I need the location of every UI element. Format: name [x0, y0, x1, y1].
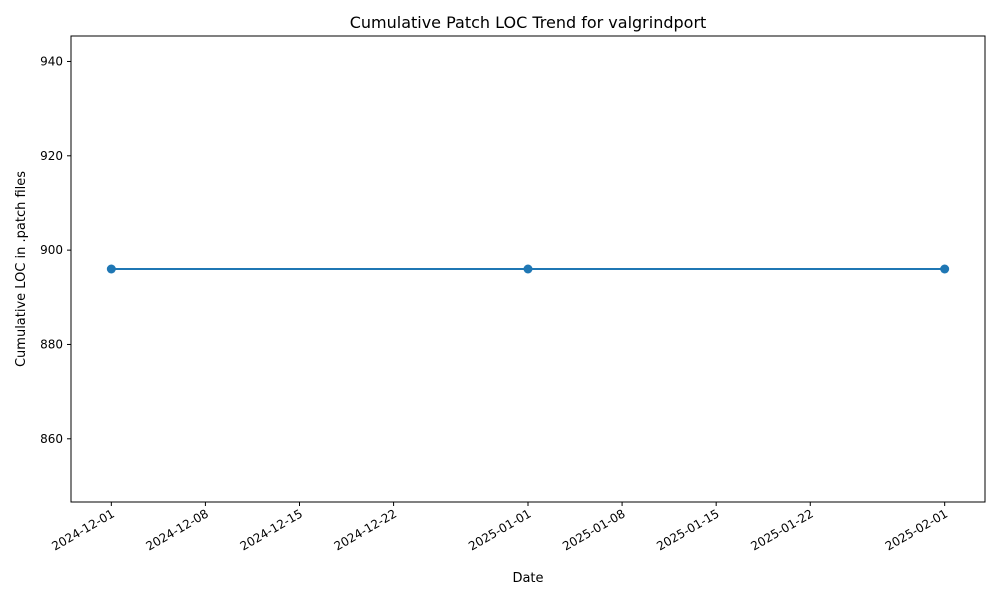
chart-title: Cumulative Patch LOC Trend for valgrindp… [350, 13, 707, 32]
y-tick-label-920: 920 [40, 149, 63, 163]
x-tick-label-2024-12-15: 2024-12-15 [238, 506, 305, 553]
x-tick-label-2025-01-01: 2025-01-01 [466, 506, 533, 553]
data-point-2025-02-01 [940, 264, 950, 274]
x-tick-label-2024-12-01: 2024-12-01 [49, 506, 116, 553]
x-tick-label-2025-01-08: 2025-01-08 [560, 506, 627, 553]
x-tick-label-2024-12-22: 2024-12-22 [332, 506, 399, 553]
x-tick-label-2025-01-15: 2025-01-15 [654, 506, 721, 553]
y-tick-label-940: 940 [40, 54, 63, 68]
plot-area: 860 880 900 920 940 2024-12-01 2024-12-08 2024-… [40, 54, 950, 553]
y-axis-label: Cumulative LOC in .patch files [14, 171, 29, 367]
y-tick-label-880: 880 [40, 337, 63, 351]
plot-frame [70, 35, 986, 503]
data-point-2024-12-01 [106, 264, 116, 274]
y-tick-label-900: 900 [40, 243, 63, 257]
y-tick-label-860: 860 [40, 432, 63, 446]
x-tick-label-2025-01-22: 2025-01-22 [748, 506, 815, 553]
data-point-2025-01-01 [523, 264, 533, 274]
x-tick-label-2024-12-08: 2024-12-08 [144, 506, 211, 553]
x-tick-label-2025-02-01: 2025-02-01 [883, 506, 950, 553]
x-axis-label: Date [512, 571, 543, 586]
